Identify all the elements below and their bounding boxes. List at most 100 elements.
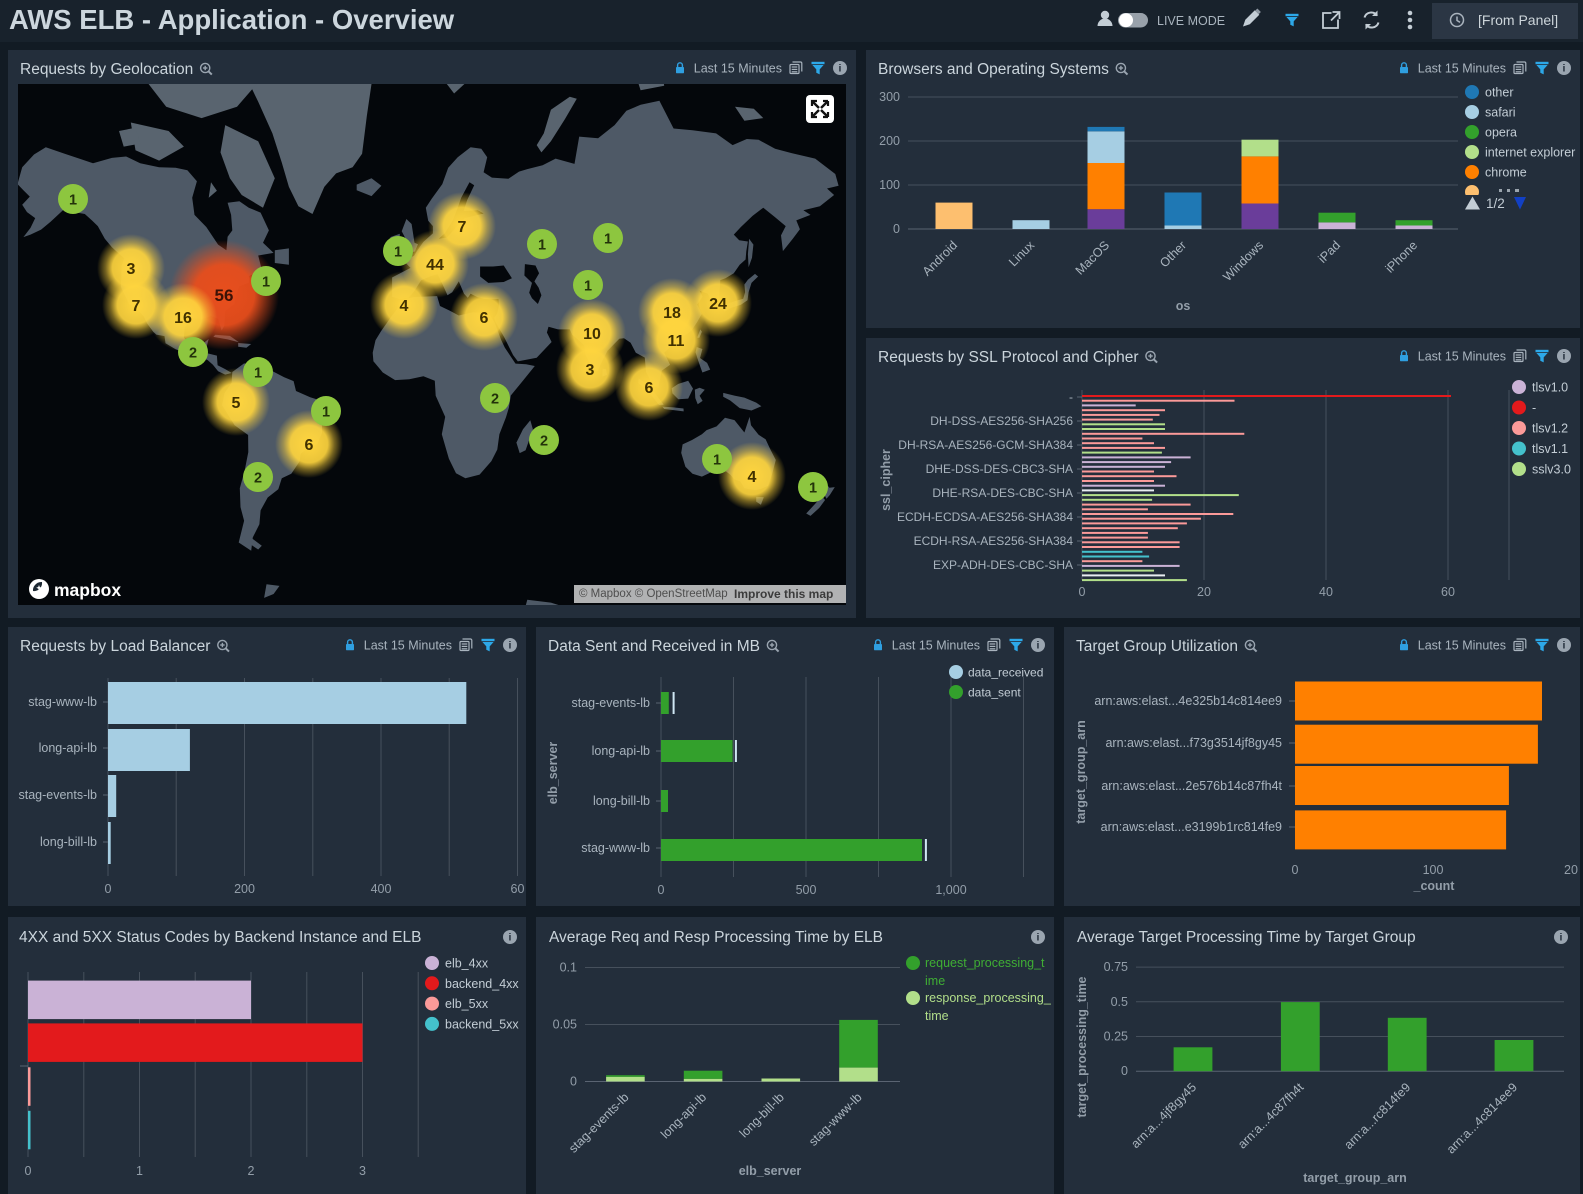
svg-text:44: 44 — [426, 257, 444, 274]
svg-text:stag-events-lb: stag-events-lb — [571, 696, 650, 710]
svg-text:Requests by SSL Protocol and C: Requests by SSL Protocol and Cipher — [878, 349, 1139, 366]
svg-text:iPad: iPad — [1316, 238, 1344, 266]
svg-text:1: 1 — [262, 275, 270, 291]
svg-text:Average Req and Resp Processin: Average Req and Resp Processing Time by … — [549, 929, 883, 946]
svg-text:time: time — [925, 1009, 949, 1023]
svg-text:arn:aws:elast...2e576b14c87fh4: arn:aws:elast...2e576b14c87fh4t — [1101, 779, 1282, 793]
svg-text:target_group_arn: target_group_arn — [1303, 1171, 1407, 1185]
svg-text:DHE-RSA-DES-CBC-SHA: DHE-RSA-DES-CBC-SHA — [932, 486, 1073, 500]
svg-text:Data Sent and Received in MB: Data Sent and Received in MB — [548, 638, 760, 655]
svg-text:i: i — [509, 640, 512, 652]
svg-text:i: i — [1037, 640, 1040, 652]
svg-text:2: 2 — [189, 346, 197, 362]
svg-text:Android: Android — [920, 238, 960, 278]
svg-text:backend_5xx: backend_5xx — [445, 1017, 519, 1031]
svg-text:arn:a...4c87fh4t: arn:a...4c87fh4t — [1235, 1080, 1307, 1152]
svg-text:sslv3.0: sslv3.0 — [1532, 463, 1571, 477]
svg-text:20: 20 — [1564, 863, 1578, 877]
svg-text:long-api-lb: long-api-lb — [658, 1090, 709, 1141]
svg-text:Last 15 Minutes: Last 15 Minutes — [694, 62, 782, 76]
svg-text:© Mapbox © OpenStreetMap: © Mapbox © OpenStreetMap — [579, 588, 728, 600]
svg-text:long-api-lb: long-api-lb — [592, 744, 650, 758]
svg-text:1: 1 — [69, 193, 77, 209]
svg-text:1: 1 — [584, 279, 592, 295]
svg-text:56: 56 — [215, 286, 234, 305]
svg-text:elb_server: elb_server — [546, 742, 560, 805]
svg-text:response_processing_: response_processing_ — [925, 991, 1052, 1005]
svg-text:2: 2 — [540, 434, 548, 450]
svg-text:elb_5xx: elb_5xx — [445, 997, 489, 1011]
svg-text:1/2: 1/2 — [1486, 196, 1505, 211]
svg-text:100: 100 — [879, 178, 900, 192]
svg-text:1: 1 — [713, 453, 721, 469]
svg-text:Last 15 Minutes: Last 15 Minutes — [364, 639, 452, 653]
svg-text:backend_4xx: backend_4xx — [445, 977, 519, 991]
svg-text:i: i — [1563, 640, 1566, 652]
svg-text:iPhone: iPhone — [1383, 238, 1420, 275]
svg-text:0.5: 0.5 — [1111, 995, 1128, 1009]
svg-text:4: 4 — [400, 298, 409, 315]
svg-text:arn:a...rc814fe9: arn:a...rc814fe9 — [1342, 1080, 1414, 1152]
svg-text:7: 7 — [458, 219, 467, 236]
svg-text:tlsv1.0: tlsv1.0 — [1532, 381, 1568, 395]
svg-text:0.1: 0.1 — [560, 961, 577, 975]
svg-text:Last 15 Minutes: Last 15 Minutes — [1418, 350, 1506, 364]
svg-text:Browsers and Operating Systems: Browsers and Operating Systems — [878, 61, 1109, 78]
svg-text:stag-www-lb: stag-www-lb — [581, 841, 650, 855]
svg-text:elb_4xx: elb_4xx — [445, 957, 489, 971]
svg-text:0: 0 — [105, 882, 112, 896]
svg-text:0.75: 0.75 — [1104, 960, 1128, 974]
svg-text:DH-RSA-AES256-GCM-SHA384: DH-RSA-AES256-GCM-SHA384 — [898, 438, 1073, 452]
svg-text:24: 24 — [709, 296, 727, 313]
svg-text:5: 5 — [232, 395, 241, 412]
svg-text:-: - — [1069, 390, 1073, 404]
svg-text:data_sent: data_sent — [968, 686, 1021, 700]
svg-text:Improve this map: Improve this map — [734, 587, 833, 601]
svg-text:18: 18 — [663, 305, 681, 322]
svg-text:1: 1 — [394, 245, 402, 261]
svg-text:6: 6 — [305, 437, 314, 454]
svg-text:0.05: 0.05 — [553, 1018, 577, 1032]
svg-text:arn:a...4c814ee9: arn:a...4c814ee9 — [1444, 1080, 1520, 1156]
svg-text:arn:aws:elast...f73g3514jf8gy4: arn:aws:elast...f73g3514jf8gy45 — [1105, 736, 1282, 750]
svg-text:os: os — [1176, 299, 1191, 313]
svg-text:200: 200 — [879, 134, 900, 148]
svg-text:Windows: Windows — [1220, 238, 1266, 284]
svg-text:[From Panel]: [From Panel] — [1478, 12, 1558, 28]
svg-text:i: i — [509, 932, 512, 944]
svg-text:ECDH-RSA-AES256-SHA384: ECDH-RSA-AES256-SHA384 — [914, 534, 1074, 548]
svg-text:200: 200 — [234, 882, 255, 896]
svg-text:400: 400 — [371, 882, 392, 896]
svg-text:i: i — [1563, 63, 1566, 75]
svg-text:stag-events-lb: stag-events-lb — [566, 1090, 631, 1155]
svg-text:MacOS: MacOS — [1073, 238, 1112, 277]
svg-text:300: 300 — [879, 90, 900, 104]
svg-text:1: 1 — [136, 1164, 143, 1178]
svg-text:tlsv1.2: tlsv1.2 — [1532, 422, 1568, 436]
svg-text:target_group_arn: target_group_arn — [1074, 720, 1088, 824]
svg-text:elb_server: elb_server — [739, 1164, 802, 1178]
svg-text:3: 3 — [586, 362, 595, 379]
svg-text:3: 3 — [359, 1164, 366, 1178]
svg-text:i: i — [1560, 932, 1563, 944]
svg-text:500: 500 — [796, 883, 817, 897]
svg-text:i: i — [839, 63, 842, 75]
svg-text:60: 60 — [511, 882, 525, 896]
svg-text:0: 0 — [658, 883, 665, 897]
svg-text:0: 0 — [1292, 863, 1299, 877]
svg-text:Linux: Linux — [1006, 238, 1038, 270]
svg-text:stag-www-lb: stag-www-lb — [806, 1090, 865, 1149]
svg-text:-: - — [1532, 401, 1536, 415]
svg-text:arn:a...4jf8gy45: arn:a...4jf8gy45 — [1128, 1080, 1199, 1151]
svg-text:i: i — [1037, 932, 1040, 944]
svg-text:6: 6 — [645, 380, 654, 397]
svg-text:LIVE MODE: LIVE MODE — [1157, 14, 1225, 28]
svg-text:long-bill-lb: long-bill-lb — [40, 835, 97, 849]
svg-text:ssl_cipher: ssl_cipher — [879, 449, 893, 511]
svg-text:stag-events-lb: stag-events-lb — [18, 788, 97, 802]
svg-text:20: 20 — [1197, 585, 1211, 599]
svg-text:0: 0 — [25, 1164, 32, 1178]
svg-text:_count: _count — [1413, 879, 1456, 893]
svg-text:request_processing_t: request_processing_t — [925, 956, 1045, 970]
svg-text:Average Target Processing Time: Average Target Processing Time by Target… — [1077, 929, 1416, 946]
